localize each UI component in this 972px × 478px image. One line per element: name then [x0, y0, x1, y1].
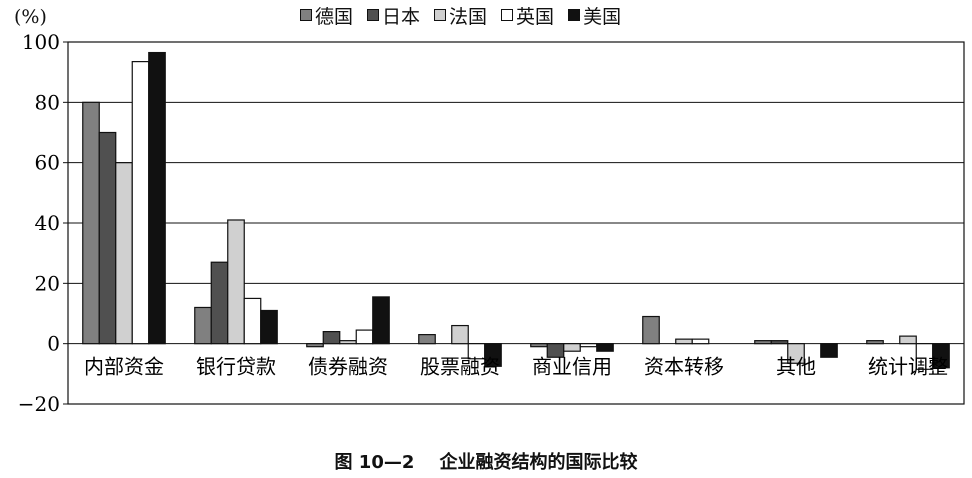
- bar: [243, 297, 262, 345]
- legend-label: 德国: [315, 5, 354, 28]
- bar: [260, 309, 278, 345]
- bar: [227, 219, 245, 345]
- legend-swatch: [367, 9, 380, 21]
- y-tick-label: 100: [22, 30, 60, 54]
- category-label: 银行贷款: [196, 355, 276, 379]
- bar: [770, 340, 789, 345]
- bar: [194, 306, 212, 345]
- bar: [820, 343, 838, 358]
- legend-swatch: [501, 9, 514, 21]
- y-tick-label: 80: [35, 90, 60, 114]
- bar: [306, 343, 324, 348]
- bar: [322, 331, 341, 345]
- bar: [115, 162, 133, 345]
- bar: [210, 261, 229, 345]
- figure-caption-text: 企业融资结构的国际比较: [439, 452, 638, 473]
- legend-item: 德国: [300, 2, 353, 29]
- bar: [131, 61, 150, 345]
- bar: [787, 343, 805, 364]
- bar: [451, 324, 469, 345]
- chart-legend: 德国 日本 法国 英国 美国: [300, 2, 621, 28]
- y-tick-label: 20: [35, 271, 60, 295]
- bar: [563, 343, 581, 352]
- category-label: 统计调整: [868, 355, 948, 379]
- figure-caption: 图 10—2 企业融资结构的国际比较: [0, 448, 972, 474]
- bar: [579, 343, 598, 348]
- bar: [932, 343, 950, 369]
- bar: [98, 131, 117, 345]
- y-tick-label: 60: [35, 151, 60, 175]
- bar: [691, 338, 710, 345]
- bar: [596, 343, 614, 352]
- category-label: 债券融资: [308, 355, 388, 379]
- category-label: 商业信用: [532, 355, 612, 379]
- bar: [372, 296, 390, 345]
- bar: [642, 315, 660, 345]
- legend-swatch: [434, 9, 447, 21]
- legend-item: 英国: [501, 2, 554, 29]
- bar: [339, 340, 357, 345]
- y-tick-label: 0: [47, 332, 60, 356]
- bar: [148, 51, 166, 345]
- bar: [355, 329, 374, 345]
- bar: [82, 101, 100, 345]
- legend-item: 日本: [367, 2, 420, 29]
- category-label: 内部资金: [84, 355, 164, 379]
- bar: [754, 340, 772, 345]
- category-label: 资本转移: [644, 355, 724, 379]
- bar: [530, 343, 548, 348]
- y-tick-label: −20: [18, 392, 60, 416]
- legend-label: 法国: [449, 5, 488, 28]
- legend-item: 法国: [434, 2, 487, 29]
- y-tick-label: 40: [35, 211, 60, 235]
- legend-item: 美国: [568, 2, 621, 29]
- bar: [899, 335, 917, 345]
- bar: [675, 338, 693, 345]
- legend-swatch: [300, 9, 312, 21]
- plot-frame: [67, 41, 965, 405]
- y-unit-label: (%): [14, 6, 47, 28]
- bar: [866, 340, 884, 345]
- category-label: 股票融资: [420, 355, 500, 379]
- bar: [418, 334, 436, 345]
- legend-label: 美国: [583, 5, 622, 28]
- figure-number: 图 10—2: [334, 452, 415, 473]
- legend-swatch: [568, 9, 581, 21]
- bar: [484, 343, 502, 367]
- bar-chart: 100 80 60 40 20 0 −20 内部资金 银行贷款 债券融资 股票融资 商业信用 资本转移 其…: [18, 30, 965, 416]
- category-label: 其他: [776, 355, 816, 379]
- legend-label: 日本: [382, 5, 421, 28]
- legend-label: 英国: [516, 5, 555, 28]
